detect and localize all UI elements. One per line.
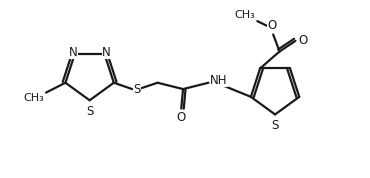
Text: N: N: [102, 46, 111, 59]
Text: CH₃: CH₃: [23, 93, 44, 103]
Text: O: O: [298, 34, 307, 47]
Text: CH₃: CH₃: [235, 10, 255, 20]
Text: NH: NH: [210, 74, 228, 87]
Text: O: O: [176, 111, 186, 124]
Text: S: S: [271, 119, 279, 132]
Text: O: O: [267, 19, 276, 32]
Text: N: N: [68, 46, 77, 59]
Text: S: S: [86, 104, 93, 117]
Text: S: S: [134, 83, 141, 96]
